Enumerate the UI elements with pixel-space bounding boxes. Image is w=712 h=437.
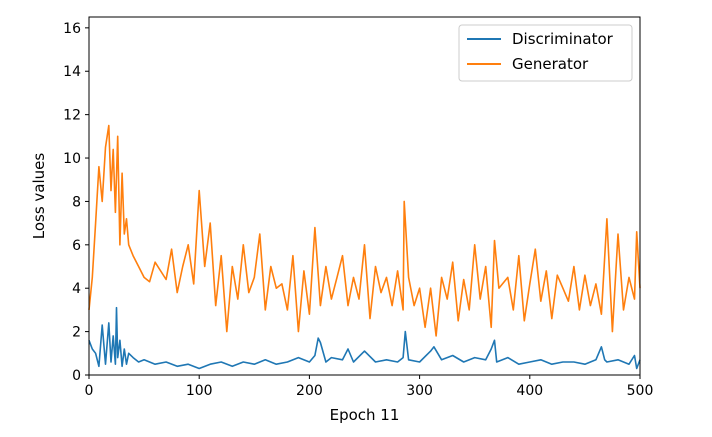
series-layer (88, 124, 641, 370)
x-tick-label: 500 (627, 383, 654, 399)
legend-box (458, 24, 633, 82)
y-tick-label: 8 (72, 194, 81, 210)
legend-label-discriminator: Discriminator (512, 30, 614, 48)
series-line-generator (88, 124, 641, 337)
y-tick-label: 2 (72, 325, 81, 341)
y-axis-label: Loss values (30, 153, 48, 240)
y-tick-label: 4 (72, 281, 81, 297)
legend-label-generator: Generator (512, 55, 589, 73)
x-tick-label: 400 (516, 383, 543, 399)
series-line-discriminator (88, 306, 641, 370)
y-tick-label: 14 (63, 64, 81, 80)
x-tick-label: 0 (85, 383, 94, 399)
x-axis-label: Epoch 11 (330, 406, 400, 424)
y-tick-label: 10 (63, 151, 81, 167)
y-tick-label: 16 (63, 21, 81, 37)
legend: Discriminator Generator (458, 24, 633, 82)
x-tick-label: 200 (296, 383, 323, 399)
y-tick-label: 0 (72, 368, 81, 384)
y-tick-label: 12 (63, 108, 81, 124)
x-tick-label: 300 (406, 383, 433, 399)
axes-layer: 0 100 200 300 400 500 0 2 4 6 8 10 12 14 16 Epoch 11 Los… (30, 16, 654, 424)
y-tick-label: 6 (72, 238, 81, 254)
plot-frame (88, 16, 641, 376)
x-tick-label: 100 (186, 383, 213, 399)
